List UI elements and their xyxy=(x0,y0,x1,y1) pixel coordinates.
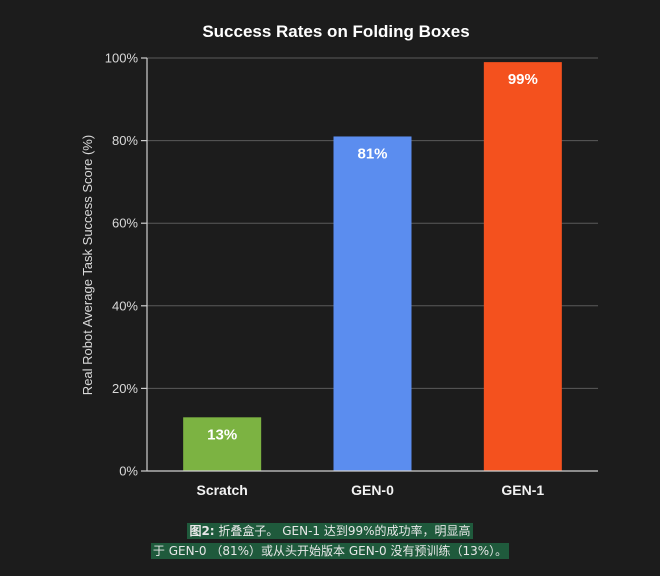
figure-caption-line-2: 于 GEN-0 （81%）或从头开始版本 GEN-0 没有预训练（13%）。 xyxy=(0,542,660,559)
bar-chart: Success Rates on Folding Boxes Real Robo… xyxy=(80,22,598,498)
caption-line-2: 于 GEN-0 （81%）或从头开始版本 GEN-0 没有预训练（13%）。 xyxy=(150,543,510,559)
bar-gen-1 xyxy=(483,62,562,471)
y-tick-label: 60% xyxy=(112,216,138,231)
caption-prefix: 图2: xyxy=(189,524,215,538)
x-tick-label: GEN-0 xyxy=(351,482,394,498)
y-tick-label: 0% xyxy=(119,464,138,479)
data-label: 81% xyxy=(357,145,387,162)
caption-line-1: 折叠盒子。 GEN-1 达到99%的成功率，明显高 xyxy=(214,524,471,538)
y-tick-label: 100% xyxy=(105,51,139,66)
bar-gen-0 xyxy=(333,136,412,471)
y-tick-label: 40% xyxy=(112,298,138,313)
y-axis-label: Real Robot Average Task Success Score (%… xyxy=(80,135,95,395)
bar-scratch xyxy=(183,417,262,471)
chart-title: Success Rates on Folding Boxes xyxy=(202,22,469,41)
y-tick-label: 20% xyxy=(112,381,138,396)
y-tick-label: 80% xyxy=(112,133,138,148)
data-label: 13% xyxy=(207,426,237,443)
x-tick-label: GEN-1 xyxy=(501,482,544,498)
x-tick-label: Scratch xyxy=(196,482,247,498)
figure-caption: 图2: 折叠盒子。 GEN-1 达到99%的成功率，明显高 xyxy=(0,522,660,539)
data-label: 99% xyxy=(508,71,538,88)
